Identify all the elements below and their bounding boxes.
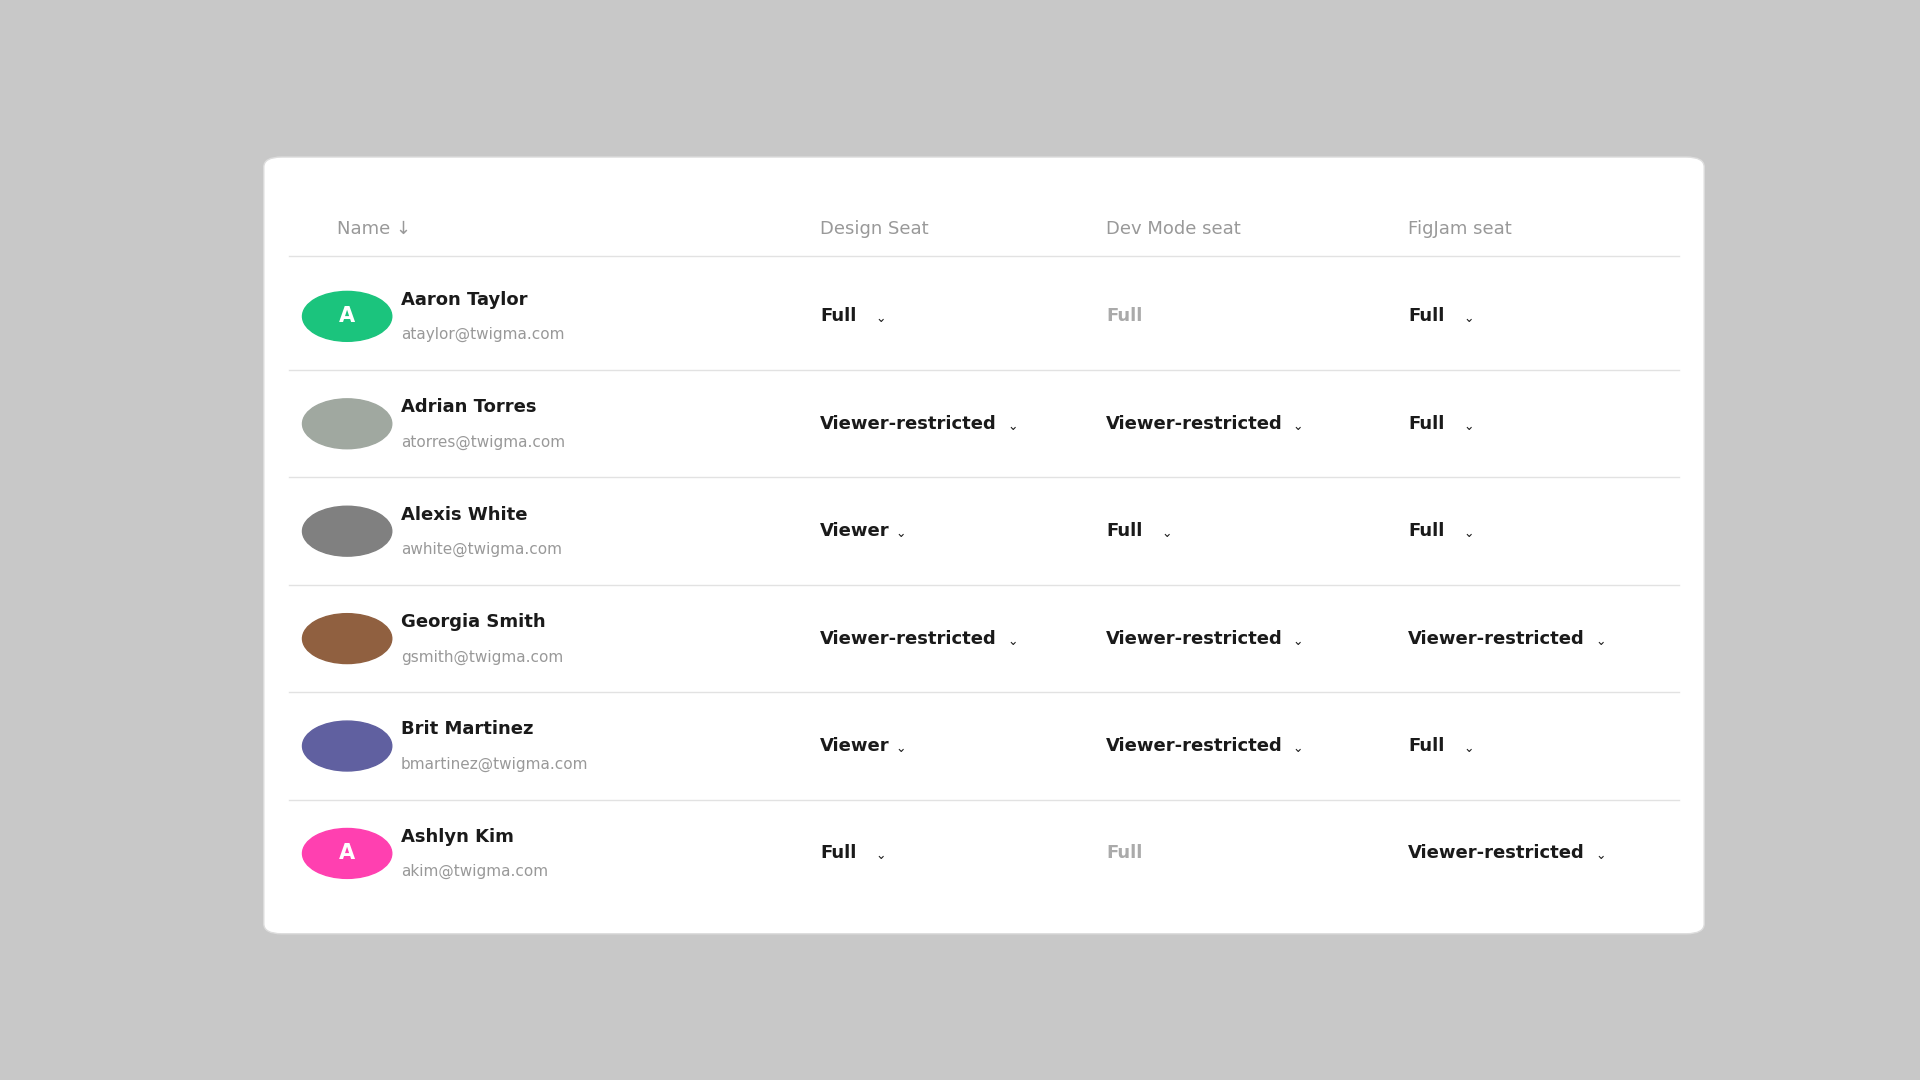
Text: Viewer-restricted: Viewer-restricted (1106, 737, 1283, 755)
Text: Alexis White: Alexis White (401, 505, 528, 524)
Text: ⌄: ⌄ (1162, 527, 1171, 540)
Text: awhite@twigma.com: awhite@twigma.com (401, 542, 563, 557)
Text: Aaron Taylor: Aaron Taylor (401, 291, 528, 309)
Text: ⌄: ⌄ (1008, 420, 1018, 433)
Text: Name ↓: Name ↓ (336, 220, 411, 239)
Text: ⌄: ⌄ (1463, 420, 1475, 433)
Text: ⌄: ⌄ (1292, 420, 1304, 433)
Text: Georgia Smith: Georgia Smith (401, 613, 545, 631)
Text: ⌄: ⌄ (1463, 742, 1475, 755)
Text: ⌄: ⌄ (1463, 312, 1475, 325)
Text: Full: Full (1407, 523, 1444, 540)
Text: Full: Full (1407, 308, 1444, 325)
Text: atorres@twigma.com: atorres@twigma.com (401, 434, 564, 449)
Text: ⌄: ⌄ (1596, 635, 1605, 648)
Text: A: A (340, 307, 355, 326)
Text: Full: Full (820, 845, 856, 863)
Text: Full: Full (1106, 845, 1142, 863)
Circle shape (303, 292, 392, 341)
Text: ⌄: ⌄ (1008, 635, 1018, 648)
Circle shape (303, 828, 392, 878)
Text: bmartinez@twigma.com: bmartinez@twigma.com (401, 757, 588, 772)
Text: A: A (340, 843, 355, 863)
Text: ⌄: ⌄ (1292, 742, 1304, 755)
Circle shape (303, 399, 392, 448)
Text: Full: Full (1407, 737, 1444, 755)
Text: Full: Full (1106, 523, 1142, 540)
Text: Viewer-restricted: Viewer-restricted (1106, 630, 1283, 648)
Text: ⌄: ⌄ (876, 312, 887, 325)
Text: Full: Full (1106, 308, 1142, 325)
Text: ⌄: ⌄ (1292, 635, 1304, 648)
Text: Brit Martinez: Brit Martinez (401, 720, 534, 739)
Text: Viewer: Viewer (820, 523, 891, 540)
Text: ⌄: ⌄ (1463, 527, 1475, 540)
Text: Ashlyn Kim: Ashlyn Kim (401, 827, 513, 846)
Text: ⌄: ⌄ (897, 527, 906, 540)
Text: ⌄: ⌄ (876, 850, 887, 863)
Text: Full: Full (1407, 415, 1444, 433)
Circle shape (303, 613, 392, 663)
Text: Full: Full (820, 308, 856, 325)
Text: Dev Mode seat: Dev Mode seat (1106, 220, 1240, 239)
FancyBboxPatch shape (263, 157, 1705, 934)
Text: Viewer-restricted: Viewer-restricted (1106, 415, 1283, 433)
Text: Adrian Torres: Adrian Torres (401, 399, 536, 416)
Text: Viewer-restricted: Viewer-restricted (1407, 630, 1584, 648)
Text: Viewer-restricted: Viewer-restricted (820, 415, 996, 433)
Text: Design Seat: Design Seat (820, 220, 929, 239)
Text: gsmith@twigma.com: gsmith@twigma.com (401, 649, 563, 664)
Text: Viewer: Viewer (820, 737, 891, 755)
Text: ⌄: ⌄ (897, 742, 906, 755)
Text: ataylor@twigma.com: ataylor@twigma.com (401, 327, 564, 342)
Text: Viewer-restricted: Viewer-restricted (1407, 845, 1584, 863)
Text: Viewer-restricted: Viewer-restricted (820, 630, 996, 648)
Text: ⌄: ⌄ (1596, 850, 1605, 863)
Circle shape (303, 721, 392, 771)
Text: FigJam seat: FigJam seat (1407, 220, 1511, 239)
Circle shape (303, 507, 392, 556)
Text: akim@twigma.com: akim@twigma.com (401, 864, 547, 879)
